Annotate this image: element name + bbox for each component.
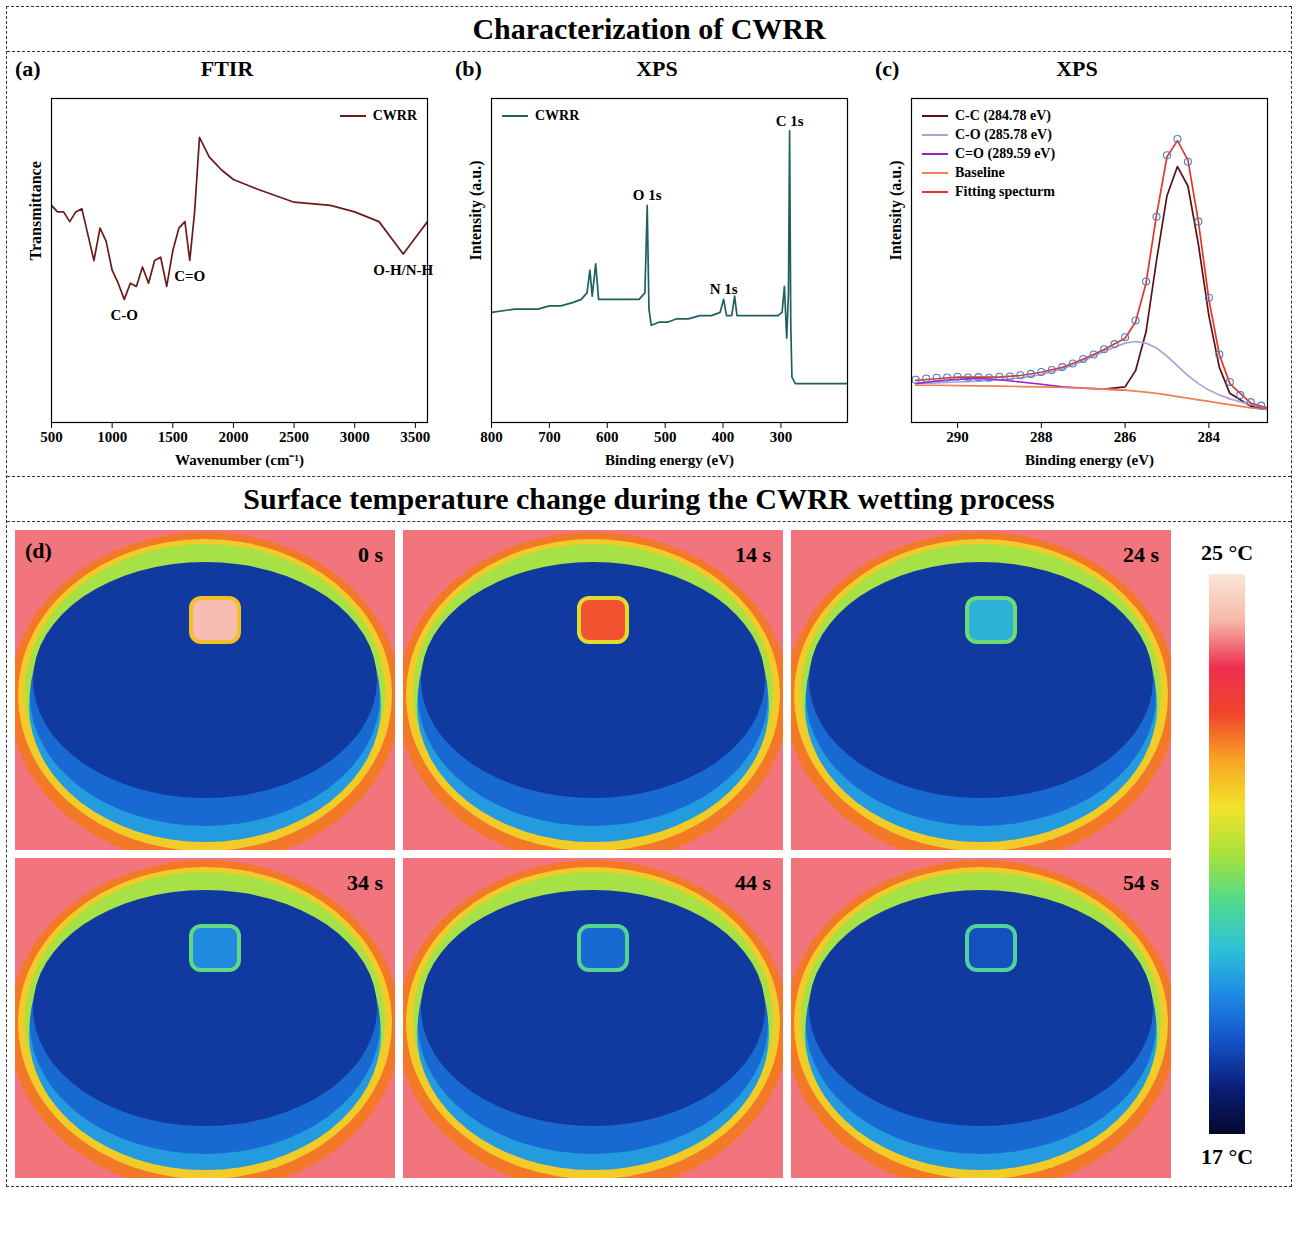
svg-text:290: 290: [946, 429, 969, 445]
html-text:Characterization of CWRR: Characterization of CWRR: [472, 12, 826, 45]
svg-text:Transmittance: Transmittance: [27, 161, 44, 260]
html-text:Surface temperature change dur: Surface temperature change during the CW…: [243, 482, 1055, 515]
svg-text:1000: 1000: [97, 429, 127, 445]
svg-text:(d): (d): [25, 538, 52, 563]
html-text:CWRR: CWRR: [535, 108, 580, 123]
html-text:XPS: XPS: [636, 56, 678, 81]
html-text:(c): (c): [875, 56, 900, 81]
svg-text:500: 500: [40, 429, 63, 445]
svg-text:2500: 2500: [279, 429, 309, 445]
svg-text:700: 700: [538, 429, 561, 445]
svg-text:800: 800: [480, 429, 503, 445]
svg-text:3500: 3500: [400, 429, 430, 445]
html-text:Fitting specturm: Fitting specturm: [955, 184, 1055, 199]
svg-text:Intensity (a.u.): Intensity (a.u.): [467, 160, 485, 260]
svg-text:500: 500: [654, 429, 677, 445]
svg-text:O-H/N-H: O-H/N-H: [373, 262, 433, 278]
svg-text:286: 286: [1114, 429, 1137, 445]
html-text:C-C (284.78 eV): C-C (284.78 eV): [955, 108, 1051, 123]
svg-text:2000: 2000: [218, 429, 248, 445]
svg-text:44 s: 44 s: [735, 870, 772, 895]
svg-text:54 s: 54 s: [1123, 870, 1160, 895]
svg-text:Binding energy (eV): Binding energy (eV): [1025, 452, 1154, 469]
svg-text:300: 300: [770, 429, 793, 445]
html-text:C-O (285.78 eV): C-O (285.78 eV): [955, 127, 1052, 142]
svg-text:284: 284: [1198, 429, 1221, 445]
svg-text:Intensity (a.u.): Intensity (a.u.): [887, 160, 905, 260]
svg-text:600: 600: [596, 429, 619, 445]
svg-text:25 °C: 25 °C: [1201, 540, 1253, 565]
html-text:(a): (a): [15, 56, 41, 81]
html-text:CWRR: CWRR: [372, 108, 417, 123]
svg-text:Binding energy (eV): Binding energy (eV): [605, 452, 734, 469]
svg-text:N 1s: N 1s: [710, 281, 738, 297]
svg-text:0 s: 0 s: [358, 542, 384, 567]
svg-text:O 1s: O 1s: [633, 187, 662, 203]
svg-text:288: 288: [1030, 429, 1053, 445]
html-text:XPS: XPS: [1056, 56, 1098, 81]
svg-text:14 s: 14 s: [735, 542, 772, 567]
svg-text:400: 400: [712, 429, 735, 445]
svg-text:3000: 3000: [340, 429, 370, 445]
svg-text:34 s: 34 s: [347, 870, 384, 895]
svg-text:24 s: 24 s: [1123, 542, 1160, 567]
svg-text:C-O: C-O: [111, 307, 139, 323]
html-text:(b): (b): [455, 56, 482, 81]
svg-text:C=O: C=O: [174, 268, 205, 284]
html-text:Baseline: Baseline: [955, 165, 1005, 180]
svg-text:17 °C: 17 °C: [1201, 1144, 1253, 1169]
svg-text:Wavenumber (cm⁻¹): Wavenumber (cm⁻¹): [175, 452, 304, 469]
html-text:FTIR: FTIR: [200, 56, 254, 81]
html-text:C=O (289.59 eV): C=O (289.59 eV): [955, 146, 1056, 161]
svg-text:C 1s: C 1s: [776, 113, 804, 129]
svg-text:1500: 1500: [158, 429, 188, 445]
